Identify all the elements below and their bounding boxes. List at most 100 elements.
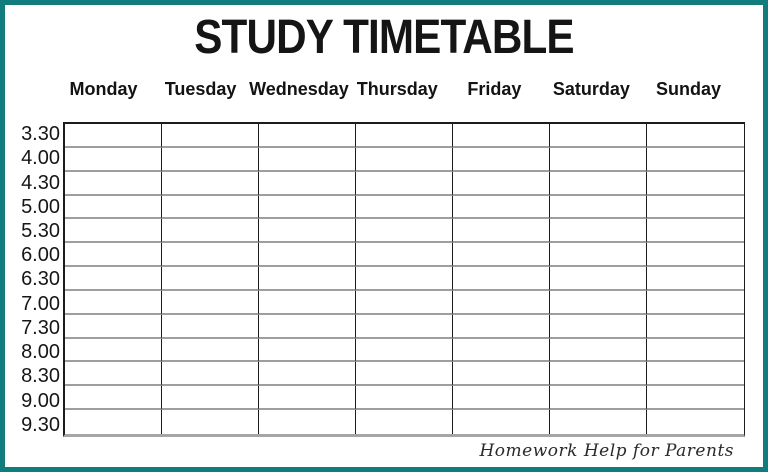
timetable-cell bbox=[647, 196, 744, 220]
timetable-cell bbox=[550, 171, 647, 196]
timetable-cell bbox=[453, 290, 550, 315]
timetable-cell bbox=[259, 410, 356, 434]
timetable-cell bbox=[259, 314, 356, 339]
timetable-cell bbox=[550, 290, 647, 315]
timetable-cell bbox=[65, 219, 162, 244]
timetable-cell bbox=[647, 219, 744, 244]
timetable-cell bbox=[65, 267, 162, 291]
timetable-cell bbox=[162, 124, 259, 148]
timetable-cell bbox=[453, 147, 550, 172]
timetable-cell bbox=[647, 172, 744, 196]
time-label-7-00: 7.00 bbox=[21, 292, 60, 315]
timetable-cell bbox=[453, 338, 550, 363]
time-label-8-00: 8.00 bbox=[21, 341, 60, 364]
timetable-cell bbox=[647, 410, 744, 434]
timetable-cell bbox=[453, 386, 550, 411]
timetable-cell bbox=[453, 195, 550, 220]
timetable-cell bbox=[647, 291, 744, 315]
timetable-cell bbox=[550, 314, 647, 339]
time-label-9-30: 9.30 bbox=[21, 413, 60, 436]
timetable-cell bbox=[65, 386, 162, 411]
timetable-cell bbox=[356, 386, 453, 411]
timetable-cell bbox=[65, 338, 162, 363]
timetable-cell bbox=[259, 290, 356, 315]
time-label-4-30: 4.30 bbox=[21, 171, 60, 194]
time-label-6-00: 6.00 bbox=[21, 244, 60, 267]
timetable-cell bbox=[162, 195, 259, 220]
timetable-cell bbox=[453, 267, 550, 291]
time-label-5-30: 5.30 bbox=[21, 220, 60, 243]
time-label-column: 3.30 4.00 4.30 5.00 5.30 6.00 6.30 7.00 7.30 8.00… bbox=[5, 122, 63, 437]
timetable-cell bbox=[356, 267, 453, 291]
timetable-cell bbox=[550, 195, 647, 220]
time-label-8-30: 8.30 bbox=[21, 365, 60, 388]
timetable-cell bbox=[356, 338, 453, 363]
timetable-cell bbox=[356, 171, 453, 196]
day-header-sunday: Sunday bbox=[655, 78, 721, 99]
timetable-cell bbox=[550, 147, 647, 172]
timetable-cell bbox=[65, 124, 162, 148]
timetable-cell bbox=[356, 195, 453, 220]
timetable-cell bbox=[259, 386, 356, 411]
day-header-tuesday: Tuesday bbox=[164, 78, 237, 99]
timetable-cell bbox=[65, 290, 162, 315]
timetable-cell bbox=[162, 219, 259, 244]
timetable-cell bbox=[647, 267, 744, 291]
timetable-cell bbox=[453, 219, 550, 244]
day-header-row: Monday Tuesday Wednesday Thursday Friday Satu… bbox=[63, 76, 745, 102]
timetable-cell bbox=[259, 124, 356, 148]
timetable-cell bbox=[453, 243, 550, 268]
timetable-cell bbox=[65, 410, 162, 434]
page-title: STUDY TIMETABLE bbox=[194, 11, 574, 64]
timetable-cell bbox=[259, 243, 356, 268]
day-header-thursday: Thursday bbox=[356, 78, 438, 99]
timetable-cell bbox=[647, 148, 744, 172]
timetable-cell bbox=[259, 219, 356, 244]
timetable-cell bbox=[162, 338, 259, 363]
timetable-cell bbox=[453, 362, 550, 387]
timetable-cell bbox=[65, 147, 162, 172]
timetable-cell bbox=[65, 171, 162, 196]
timetable-cell bbox=[356, 124, 453, 148]
timetable-cell bbox=[356, 362, 453, 387]
timetable-cell bbox=[162, 171, 259, 196]
timetable-cell bbox=[550, 338, 647, 363]
time-label-4-00: 4.00 bbox=[21, 147, 60, 170]
timetable-cell bbox=[647, 124, 744, 148]
timetable-cell bbox=[453, 314, 550, 339]
timetable-cell bbox=[356, 410, 453, 434]
timetable-cell bbox=[550, 124, 647, 148]
time-label-3-30: 3.30 bbox=[21, 123, 60, 146]
timetable-cell bbox=[356, 314, 453, 339]
timetable-cell bbox=[647, 362, 744, 387]
timetable-cell bbox=[162, 243, 259, 268]
timetable-cell bbox=[647, 243, 744, 268]
timetable-cell bbox=[259, 338, 356, 363]
time-label-9-00: 9.00 bbox=[21, 389, 60, 412]
timetable-cell bbox=[162, 147, 259, 172]
timetable-cell bbox=[65, 195, 162, 220]
time-label-5-00: 5.00 bbox=[21, 195, 60, 218]
timetable-cell bbox=[550, 386, 647, 411]
timetable-cell bbox=[162, 290, 259, 315]
timetable-cell bbox=[647, 339, 744, 363]
day-header-saturday: Saturday bbox=[552, 78, 630, 99]
timetable-cell bbox=[356, 290, 453, 315]
timetable-cell bbox=[647, 315, 744, 339]
timetable-cell bbox=[162, 362, 259, 387]
timetable-cell bbox=[550, 410, 647, 434]
timetable-cell bbox=[356, 219, 453, 244]
timetable-cell bbox=[356, 147, 453, 172]
timetable-cell bbox=[356, 243, 453, 268]
timetable-cell bbox=[453, 410, 550, 434]
timetable-cell bbox=[162, 314, 259, 339]
timetable-grid bbox=[63, 122, 745, 437]
timetable-cell bbox=[65, 362, 162, 387]
day-header-monday: Monday bbox=[69, 78, 138, 99]
time-label-7-30: 7.30 bbox=[21, 316, 60, 339]
timetable-cell bbox=[162, 410, 259, 434]
timetable-cell bbox=[550, 243, 647, 268]
timetable-cell bbox=[259, 195, 356, 220]
day-header-wednesday: Wednesday bbox=[249, 78, 349, 99]
